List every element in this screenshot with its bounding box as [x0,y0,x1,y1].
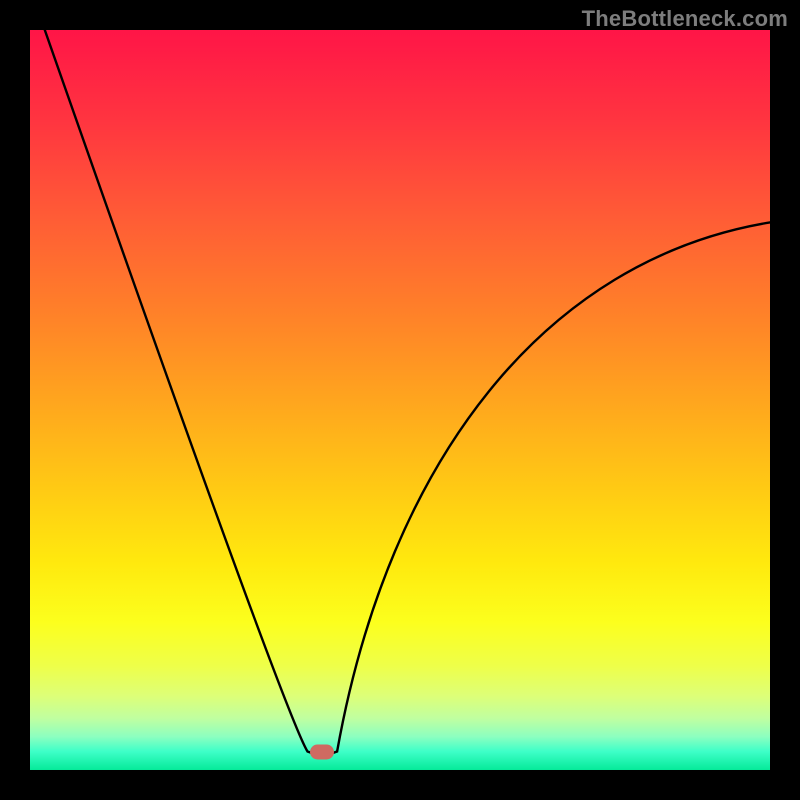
bottleneck-chart [30,30,770,770]
optimal-point-marker [310,744,334,759]
frame: TheBottleneck.com [0,0,800,800]
watermark-text: TheBottleneck.com [582,6,788,32]
plot-background [30,30,770,770]
